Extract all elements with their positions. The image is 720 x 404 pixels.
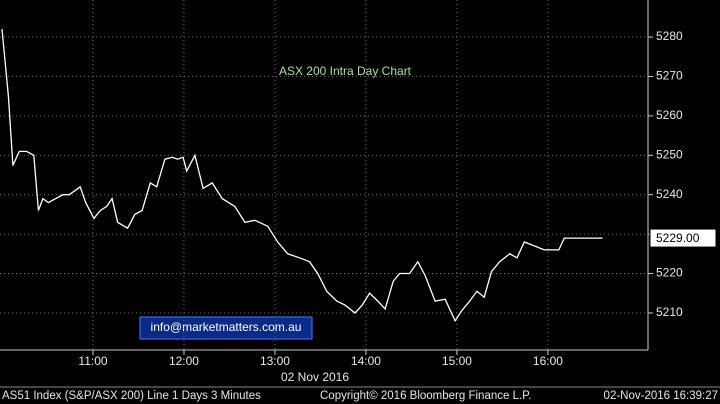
x-tick-label: 15:00 xyxy=(442,354,472,368)
price-line xyxy=(1,29,603,323)
y-tick-label: 5240 xyxy=(656,187,683,201)
y-tick-label: 5250 xyxy=(656,147,683,161)
y-tick-label: 5260 xyxy=(656,108,683,122)
y-tick-label: 5210 xyxy=(656,305,683,319)
watermark: info@marketmatters.com.au xyxy=(151,320,302,334)
y-tick-label: 5270 xyxy=(656,69,683,83)
footer-left: AS51 Index (S&P/ASX 200) Line 1 Days 3 M… xyxy=(2,390,261,402)
last-value-label: 5229.00 xyxy=(656,231,700,245)
x-tick-label: 11:00 xyxy=(78,354,107,368)
footer-center: Copyright© 2016 Bloomberg Finance L.P. xyxy=(320,390,532,402)
watermark-box xyxy=(139,316,313,340)
last-value-box xyxy=(649,228,717,248)
footer-right: 02-Nov-2016 16:39:27 xyxy=(604,390,718,402)
chart-title: ASX 200 Intra Day Chart xyxy=(279,64,412,78)
x-tick-label: 16:00 xyxy=(533,354,563,368)
x-axis-label: 02 Nov 2016 xyxy=(281,370,349,384)
y-tick-label: 5220 xyxy=(656,266,683,280)
x-tick-label: 13:00 xyxy=(260,354,290,368)
x-tick-label: 14:00 xyxy=(351,354,381,368)
y-tick-label: 5280 xyxy=(656,29,683,43)
x-tick-label: 12:00 xyxy=(169,354,199,368)
